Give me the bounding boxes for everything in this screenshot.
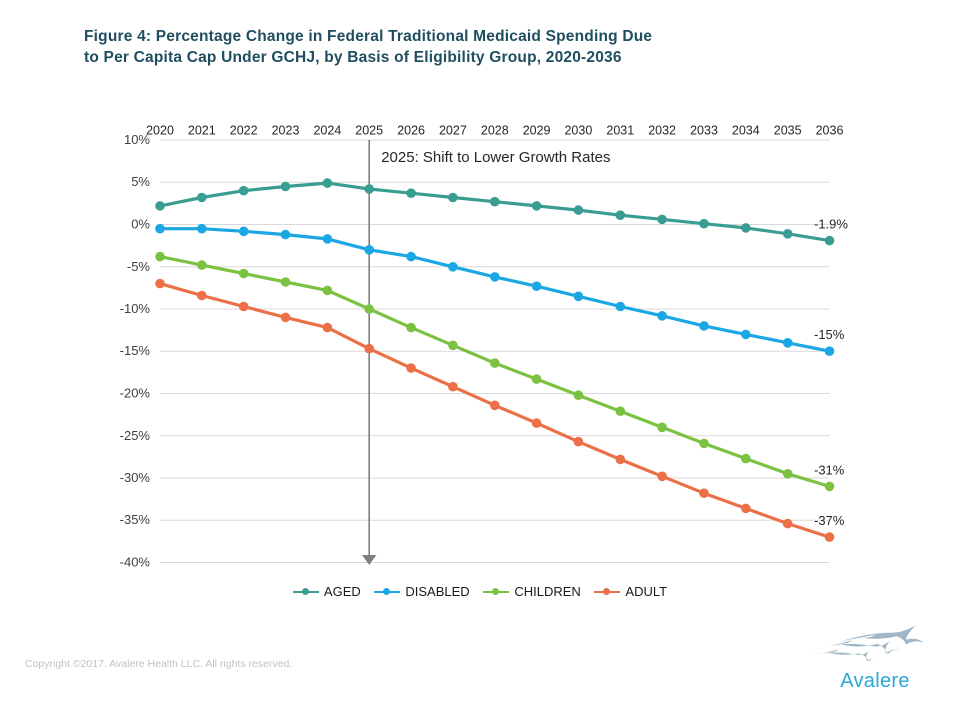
svg-text:2034: 2034 xyxy=(732,124,760,138)
svg-text:2027: 2027 xyxy=(439,124,467,138)
svg-text:2023: 2023 xyxy=(272,124,300,138)
svg-text:-1.9%: -1.9% xyxy=(814,217,848,232)
svg-text:2031: 2031 xyxy=(606,124,634,138)
svg-text:2024: 2024 xyxy=(313,124,341,138)
svg-text:2025: Shift to Lower Growth Ra: 2025: Shift to Lower Growth Rates xyxy=(381,149,610,166)
svg-text:2026: 2026 xyxy=(397,124,425,138)
svg-text:5%: 5% xyxy=(131,174,150,189)
svg-text:-30%: -30% xyxy=(120,470,151,485)
svg-text:-35%: -35% xyxy=(120,512,151,527)
svg-text:2021: 2021 xyxy=(188,124,216,138)
svg-text:-5%: -5% xyxy=(127,259,151,274)
svg-text:2033: 2033 xyxy=(690,124,718,138)
svg-text:-37%: -37% xyxy=(814,513,845,528)
svg-text:2020: 2020 xyxy=(146,124,174,138)
svg-text:2022: 2022 xyxy=(230,124,258,138)
svg-text:2025: 2025 xyxy=(355,124,383,138)
svg-text:-20%: -20% xyxy=(120,386,151,401)
svg-text:2035: 2035 xyxy=(774,124,802,138)
svg-text:2036: 2036 xyxy=(816,124,844,138)
svg-text:2029: 2029 xyxy=(523,124,551,138)
svg-text:2032: 2032 xyxy=(648,124,676,138)
svg-text:-31%: -31% xyxy=(814,462,845,477)
svg-text:-15%: -15% xyxy=(814,327,845,342)
svg-text:2028: 2028 xyxy=(481,124,509,138)
svg-text:0%: 0% xyxy=(131,217,150,232)
svg-text:-40%: -40% xyxy=(120,555,151,570)
svg-text:2030: 2030 xyxy=(564,124,592,138)
svg-text:-15%: -15% xyxy=(120,343,151,358)
svg-text:-10%: -10% xyxy=(120,301,151,316)
svg-text:-25%: -25% xyxy=(120,428,151,443)
